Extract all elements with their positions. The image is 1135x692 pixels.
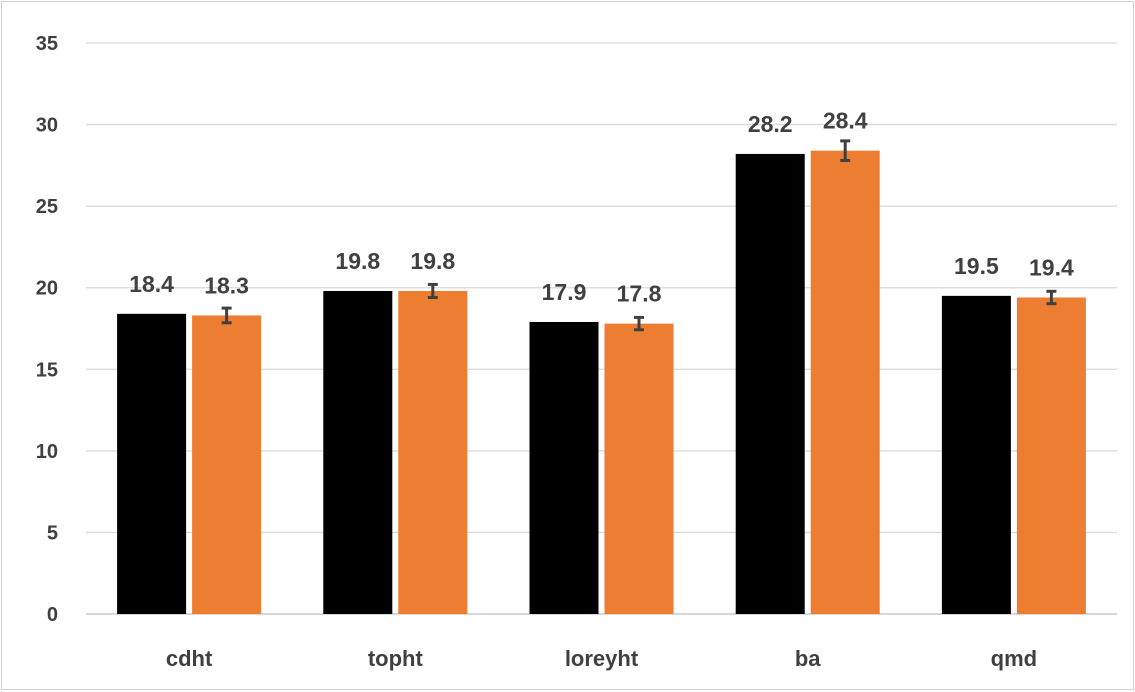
data-label-qmd-series-2: 19.4: [1029, 255, 1074, 281]
data-labels: 18.4 18.3 19.8 19.8 17.9 17.8 28.2 28.4 19.5 19.4: [129, 108, 1074, 307]
category-label-cdht: cdht: [166, 646, 213, 671]
category-label-ba: ba: [795, 646, 821, 671]
bar-qmd-series-2: [1016, 297, 1086, 614]
y-tick-label: 20: [36, 278, 58, 300]
bar-topht-series-2: [398, 290, 468, 614]
data-label-cdht-series-1: 18.4: [129, 271, 174, 297]
y-tick-label: 35: [36, 33, 58, 55]
y-tick-label: 10: [36, 441, 58, 463]
data-label-ba-series-2: 28.4: [823, 108, 868, 134]
category-label-qmd: qmd: [991, 646, 1037, 671]
y-tick-label: 25: [36, 196, 58, 218]
category-label-loreyht: loreyht: [565, 646, 639, 671]
data-label-topht-series-1: 19.8: [335, 248, 380, 274]
y-tick-label: 0: [47, 604, 58, 626]
bar-loreyht-series-1: [529, 321, 599, 614]
bar-ba-series-2: [810, 150, 880, 614]
y-tick-label: 5: [47, 522, 58, 544]
y-tick-label: 15: [36, 359, 58, 381]
bar-topht-series-1: [323, 290, 393, 614]
error-bars: [221, 139, 1057, 332]
bar-cdht-series-2: [192, 315, 262, 614]
x-axis-categories: cdht topht loreyht ba qmd: [166, 646, 1037, 671]
data-label-qmd-series-1: 19.5: [954, 253, 999, 279]
y-axis-ticks: 0 5 10 15 20 25 30 35: [36, 33, 58, 626]
bars: [117, 150, 1086, 615]
bar-qmd-series-1: [941, 295, 1011, 614]
category-label-topht: topht: [368, 646, 424, 671]
data-label-ba-series-1: 28.2: [748, 111, 793, 137]
y-tick-label: 30: [36, 115, 58, 137]
data-label-cdht-series-2: 18.3: [204, 272, 249, 298]
bar-loreyht-series-2: [604, 323, 674, 614]
data-label-loreyht-series-2: 17.8: [617, 281, 662, 307]
data-label-loreyht-series-1: 17.9: [542, 279, 587, 305]
bar-cdht-series-1: [117, 313, 187, 614]
bar-ba-series-1: [735, 153, 805, 615]
data-label-topht-series-2: 19.8: [410, 248, 455, 274]
